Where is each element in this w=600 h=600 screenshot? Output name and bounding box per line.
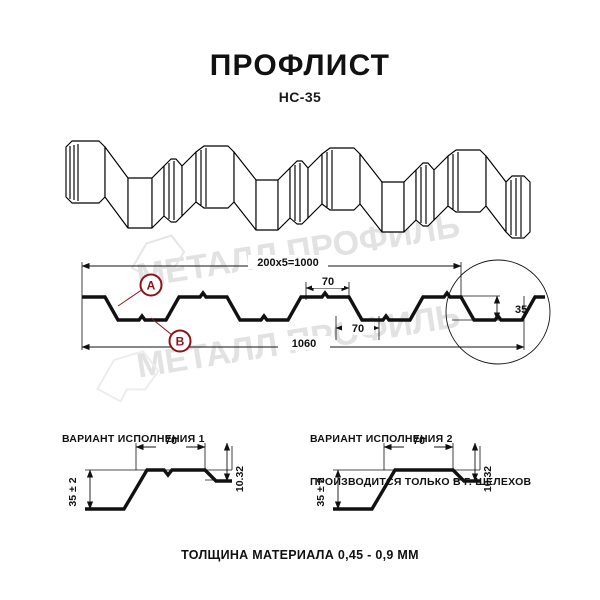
variant-2-dimension-top-width: 70 — [383, 434, 454, 451]
variant-2-profile-outline — [333, 468, 480, 511]
variant-2-detail: 70 10.32 35 ± 2 — [315, 434, 494, 511]
variant-1-height-label: 35 ± 2 — [67, 477, 79, 506]
page-title: ПРОФЛИСТ — [209, 49, 391, 82]
variant-2-title: ВАРИАНТ ИСПОЛНЕНИЯ 2 — [310, 433, 453, 446]
variant-2-dimension-lip: 10.32 — [471, 442, 494, 492]
dimension-pitch-total-label: 200x5=1000 — [257, 257, 318, 269]
sheet-web — [233, 151, 257, 231]
dimension-pitch-total: 200x5=1000 — [81, 255, 462, 270]
sheet-web — [104, 146, 129, 229]
sheet-rib-end — [505, 175, 531, 239]
sheet-web — [181, 151, 197, 217]
sheet-rib — [195, 145, 235, 209]
dimension-crest-bottom-label: 70 — [352, 323, 364, 335]
model-designation: НС-35 — [278, 88, 322, 105]
balloon-b: B — [150, 317, 192, 353]
variant-2-dimension-height: 35 ± 2 — [315, 469, 342, 510]
profile-outline — [82, 290, 545, 322]
material-thickness-note: ТОЛЩИНА МАТЕРИАЛА 0,45 - 0,9 ММ — [181, 548, 419, 562]
variant-1-dimension-top-width: 70 — [135, 434, 206, 451]
sheet-valley — [255, 179, 279, 231]
balloon-a-label: A — [147, 279, 156, 293]
variant-1-top-width-label: 70 — [165, 435, 177, 447]
sheet-rib — [415, 162, 435, 227]
detail-circle — [445, 259, 551, 365]
variant-2-title-block: ВАРИАНТ ИСПОЛНЕНИЯ 2 ПРОИЗВОДИТСЯ ТОЛЬКО… — [310, 404, 531, 517]
variant-2-height-label: 35 ± 2 — [315, 477, 327, 506]
dimension-crest-top-label: 70 — [322, 276, 334, 288]
dimension-overall-width: 1060 — [81, 336, 525, 351]
dimension-crest-bottom: 70 — [335, 320, 380, 335]
variant-1-profile-outline — [85, 468, 232, 511]
main-cross-section: 200x5=1000 1060 70 70 — [81, 255, 551, 365]
sheet-web — [151, 165, 165, 229]
dimension-crest-top: 70 — [305, 274, 350, 292]
variant-1-detail: 70 10.32 35 ± 2 — [67, 434, 246, 511]
sheet-web — [403, 169, 417, 233]
sheet-web — [277, 167, 291, 231]
sheet-web — [485, 155, 507, 233]
variant-2-lip-label: 10.32 — [482, 466, 494, 492]
sheet-rib — [447, 149, 487, 213]
sheet-rib — [289, 160, 309, 225]
variant-2-subtitle: ПРОИЗВОДИТСЯ ТОЛЬКО В Г. ШЕЛЕХОВ — [310, 475, 532, 488]
variant-1-lip-label: 10.32 — [234, 466, 246, 492]
balloon-a: A — [117, 273, 163, 307]
variant-1-title: ВАРИАНТ ИСПОЛНЕНИЯ 1 — [62, 433, 205, 446]
sheet-rib — [65, 140, 106, 204]
dimension-overall-width-label: 1060 — [292, 338, 316, 350]
variant-1-dimension-height: 35 ± 2 — [67, 469, 94, 510]
title-block: ПРОФЛИСТ НС-35 — [0, 50, 600, 105]
variant-1-title-block: ВАРИАНТ ИСПОЛНЕНИЯ 1 — [62, 404, 205, 475]
sheet-rib — [321, 147, 361, 211]
corrugated-sheet-3d-view — [65, 140, 531, 239]
variant-2-top-width-label: 70 — [413, 435, 425, 447]
balloon-b-label: B — [176, 335, 185, 349]
watermark-logo-icon — [96, 350, 160, 403]
sheet-web — [359, 153, 383, 233]
sheet-rib — [163, 158, 183, 223]
sheet-valley — [381, 181, 405, 233]
sheet-web — [307, 153, 323, 219]
sheet-valley — [127, 177, 153, 229]
sheet-web — [433, 155, 449, 221]
variant-1-dimension-lip: 10.32 — [223, 442, 246, 492]
